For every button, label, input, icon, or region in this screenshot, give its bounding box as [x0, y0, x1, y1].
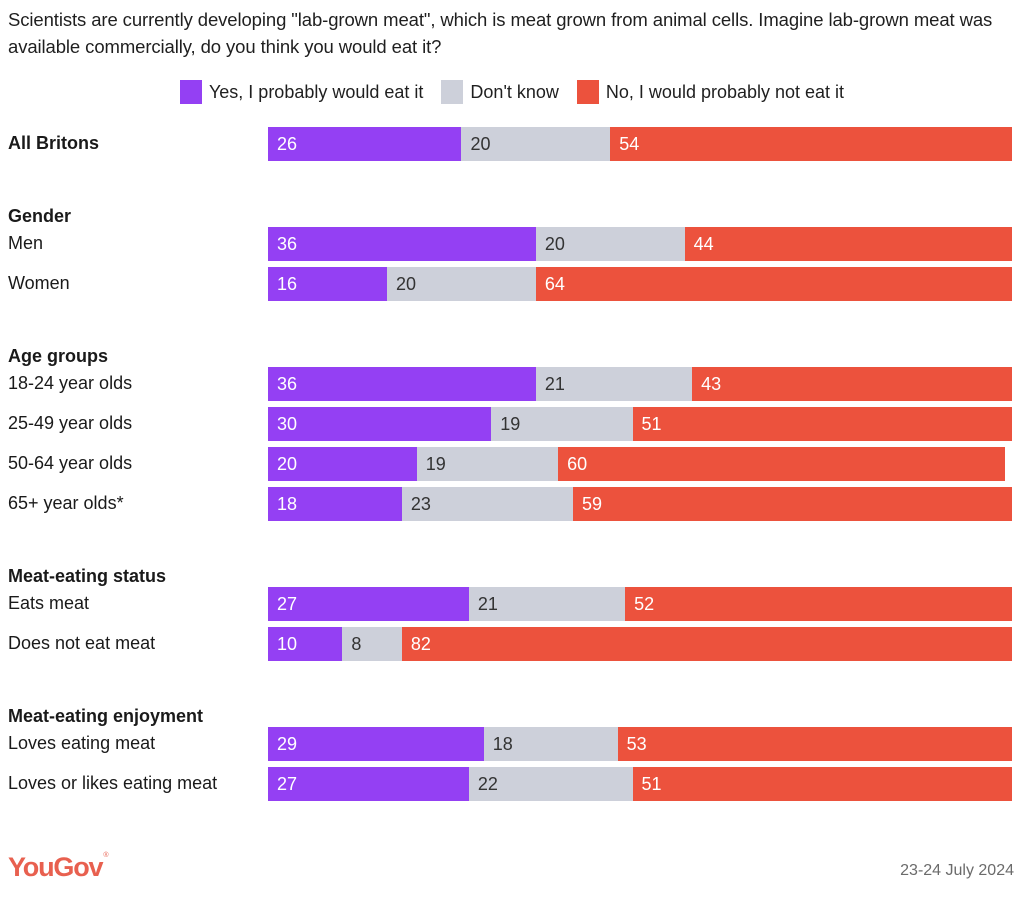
- bar-segment: [387, 267, 536, 301]
- data-label: 16: [277, 274, 298, 294]
- bar-segment: [401, 487, 574, 521]
- data-label: 18: [492, 734, 513, 754]
- bar-segment: [416, 447, 559, 481]
- data-label: 26: [277, 134, 298, 154]
- bar-segment: [268, 727, 484, 761]
- data-label: 51: [641, 774, 662, 794]
- chart-title: Scientists are currently developing "lab…: [8, 9, 993, 57]
- brand-name: YouGov: [8, 852, 104, 882]
- bar-segment: [535, 267, 1012, 301]
- bar-segment: [268, 627, 343, 661]
- data-label: 20: [277, 454, 298, 474]
- data-label: 30: [277, 414, 298, 434]
- data-label: 59: [582, 494, 603, 514]
- bar-segment: [558, 447, 1005, 481]
- bar-segment: [573, 487, 1012, 521]
- group-header: Gender: [8, 206, 72, 226]
- bar-segment: [617, 727, 1012, 761]
- bar-segment: [632, 407, 1012, 441]
- data-label: 21: [477, 594, 498, 614]
- data-label: 20: [470, 134, 491, 154]
- bar-segment: [342, 627, 402, 661]
- bar-segment: [268, 127, 462, 161]
- row-label: All Britons: [8, 133, 100, 153]
- bar-segment: [692, 367, 1012, 401]
- row-label: Loves eating meat: [8, 733, 156, 753]
- group-header: Age groups: [8, 346, 109, 366]
- bar-segment: [491, 407, 633, 441]
- row-label: Loves or likes eating meat: [8, 773, 218, 793]
- survey-date: 23-24 July 2024: [900, 862, 1014, 879]
- data-label: 64: [544, 274, 565, 294]
- row-label: Women: [8, 273, 70, 293]
- row-label: Does not eat meat: [8, 633, 156, 653]
- data-label: 19: [425, 454, 446, 474]
- data-label: 44: [693, 234, 714, 254]
- row-label: 18-24 year olds: [8, 373, 133, 393]
- bar-segment: [268, 767, 469, 801]
- bar-segment: [468, 767, 633, 801]
- legend-item-yes: Yes, I probably would eat it: [179, 80, 424, 104]
- data-label: 8: [351, 634, 362, 654]
- row-label: 50-64 year olds: [8, 453, 133, 473]
- data-label: 52: [634, 594, 655, 614]
- data-label: 60: [567, 454, 588, 474]
- row-label: Eats meat: [8, 593, 90, 613]
- bar-segment: [684, 227, 1012, 261]
- data-label: 27: [277, 774, 298, 794]
- group-header: Meat-eating enjoyment: [8, 706, 204, 726]
- bar-segment: [268, 267, 388, 301]
- data-label: 22: [477, 774, 498, 794]
- data-label: 18: [277, 494, 298, 514]
- legend-label-yes: Yes, I probably would eat it: [208, 81, 424, 102]
- data-label: 53: [626, 734, 647, 754]
- legend-item-no: No, I would probably not eat it: [576, 80, 845, 104]
- row-label: 25-49 year olds: [8, 413, 133, 433]
- group-header: Meat-eating status: [8, 566, 167, 586]
- data-label: 54: [619, 134, 640, 154]
- bar-segment: [268, 587, 469, 621]
- bar-segment: [535, 227, 685, 261]
- data-label: 27: [277, 594, 298, 614]
- data-label: 21: [544, 374, 565, 394]
- data-label: 36: [277, 374, 298, 394]
- data-label: 20: [544, 234, 565, 254]
- legend-swatch-yes: [179, 80, 202, 104]
- legend: Yes, I probably would eat it Don't know …: [0, 80, 1024, 104]
- data-label: 19: [500, 414, 521, 434]
- bar-segment: [268, 487, 402, 521]
- bar-segment: [461, 127, 611, 161]
- legend-label-dont-know: Don't know: [470, 81, 559, 102]
- legend-swatch-dont-know: [441, 80, 464, 104]
- bar-segment: [625, 587, 1012, 621]
- data-label: 36: [277, 234, 298, 254]
- legend-label-no: No, I would probably not eat it: [605, 81, 845, 102]
- legend-swatch-no: [576, 80, 599, 104]
- bar-segment: [483, 727, 618, 761]
- bar-segment: [401, 627, 1012, 661]
- data-label: 82: [410, 634, 431, 654]
- bar-segment: [268, 407, 492, 441]
- legend-item-dont-know: Don't know: [441, 80, 559, 104]
- data-label: 43: [701, 374, 722, 394]
- bar-segment: [268, 447, 417, 481]
- data-label: 29: [277, 734, 298, 754]
- row-label: 65+ year olds*: [8, 493, 124, 513]
- bar-segment: [632, 767, 1012, 801]
- bar-segment: [268, 367, 536, 401]
- data-label: 10: [277, 634, 298, 654]
- bar-segment: [268, 227, 536, 261]
- yougov-logo: YouGov®: [8, 852, 108, 882]
- data-label: 20: [396, 274, 417, 294]
- bar-segment: [535, 367, 693, 401]
- bar-segment: [468, 587, 626, 621]
- data-label: 51: [641, 414, 662, 434]
- row-label: Men: [8, 233, 44, 253]
- data-label: 23: [410, 494, 431, 514]
- bar-segment: [610, 127, 1012, 161]
